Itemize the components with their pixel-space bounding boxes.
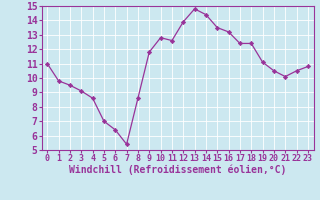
- X-axis label: Windchill (Refroidissement éolien,°C): Windchill (Refroidissement éolien,°C): [69, 165, 286, 175]
